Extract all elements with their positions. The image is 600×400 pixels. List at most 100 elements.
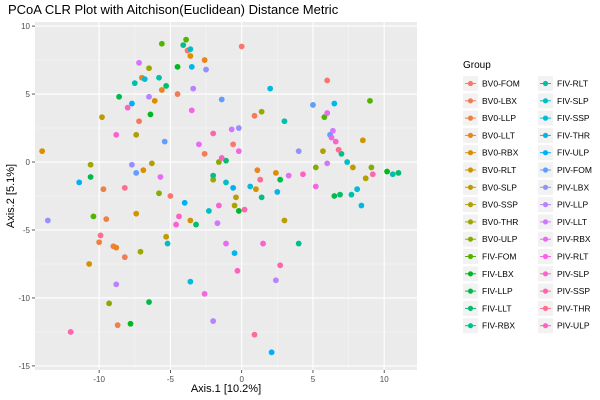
legend-label: FIV-FOM xyxy=(482,252,516,262)
data-point xyxy=(223,240,229,247)
data-point xyxy=(156,74,162,81)
data-point xyxy=(187,217,194,224)
y-tick-label: -5 xyxy=(23,226,31,235)
data-point xyxy=(161,138,168,145)
data-point xyxy=(277,176,284,183)
data-point xyxy=(215,159,222,165)
legend-label: PIV-SSP xyxy=(557,286,590,296)
data-point xyxy=(359,137,366,144)
data-point xyxy=(349,164,356,171)
legend-label: BV0-SSP xyxy=(482,200,518,210)
legend-label: BV0-RBX xyxy=(482,148,519,158)
data-point xyxy=(257,176,264,183)
data-point xyxy=(354,186,361,193)
data-point xyxy=(218,96,225,103)
data-point xyxy=(140,167,147,174)
data-point xyxy=(39,148,46,155)
x-tick-label: 5 xyxy=(311,375,316,384)
data-point xyxy=(190,85,197,92)
data-point xyxy=(103,216,110,223)
legend-label: PIV-FOM xyxy=(557,165,592,175)
data-point xyxy=(158,87,165,93)
data-point xyxy=(267,85,274,92)
data-point xyxy=(203,66,209,73)
legend-key-dot xyxy=(542,271,549,277)
data-point xyxy=(235,125,242,131)
data-point xyxy=(121,254,128,261)
legend-label: FIV-LLT xyxy=(482,303,512,313)
legend-label: PIV-LLP xyxy=(557,200,589,210)
legend-key-dot xyxy=(467,288,474,294)
data-point xyxy=(369,171,376,178)
data-point xyxy=(201,290,208,297)
data-point xyxy=(113,131,120,138)
data-point xyxy=(272,169,279,176)
data-point xyxy=(328,134,335,141)
data-point xyxy=(324,77,331,84)
legend-key-dot xyxy=(467,253,474,260)
data-point xyxy=(281,118,288,125)
data-point xyxy=(146,299,152,305)
data-point xyxy=(348,191,355,198)
legend-key-dot xyxy=(467,219,474,225)
data-point xyxy=(344,159,351,165)
data-point xyxy=(146,93,152,100)
data-point xyxy=(228,126,235,133)
legend-label: BV0-RLT xyxy=(482,165,516,175)
legend-key-dot xyxy=(542,115,549,121)
data-point xyxy=(158,40,165,47)
y-tick-label: 5 xyxy=(26,90,31,99)
data-point xyxy=(338,150,345,157)
data-point xyxy=(133,169,140,176)
data-point xyxy=(129,161,135,168)
data-point xyxy=(251,112,258,119)
data-point xyxy=(133,131,140,138)
data-points xyxy=(39,36,402,356)
data-point xyxy=(230,141,237,148)
data-point xyxy=(148,160,155,167)
data-point xyxy=(295,240,302,247)
data-point xyxy=(230,184,237,191)
data-point xyxy=(196,141,202,148)
data-point xyxy=(97,232,104,239)
data-point xyxy=(141,76,148,82)
data-point xyxy=(201,57,208,63)
data-point xyxy=(193,221,199,228)
legend-label: PIV-RBX xyxy=(557,234,591,244)
legend-label: BV0-LBX xyxy=(482,96,517,106)
data-point xyxy=(67,329,74,335)
data-point xyxy=(181,199,188,206)
data-point xyxy=(167,193,174,199)
data-point xyxy=(321,114,328,121)
legend-key-dot xyxy=(542,288,549,294)
data-point xyxy=(300,171,306,178)
x-tick-label: 10 xyxy=(380,375,389,384)
data-point xyxy=(362,175,369,182)
chart-title: PCoA CLR Plot with Aitchison(Euclidean) … xyxy=(8,2,339,17)
legend-label: BV0-LLP xyxy=(482,113,516,123)
legend-key-dot xyxy=(542,219,549,225)
data-point xyxy=(395,169,402,176)
data-point xyxy=(201,150,208,157)
data-point xyxy=(330,127,336,134)
data-point xyxy=(235,148,242,155)
data-point xyxy=(156,190,162,197)
data-point xyxy=(254,167,261,174)
legend-key-dot xyxy=(542,202,549,208)
data-point xyxy=(113,244,120,251)
legend-key-dot xyxy=(542,236,549,242)
data-point xyxy=(210,172,217,179)
data-point xyxy=(253,186,259,193)
legend-label: BV0-SLP xyxy=(482,182,517,192)
legend-key-dot xyxy=(542,98,549,104)
legend-key-dot xyxy=(467,80,474,87)
data-point xyxy=(272,277,279,284)
legend-key-dot xyxy=(467,98,474,104)
data-point xyxy=(210,318,217,324)
legend-key-dot xyxy=(542,323,549,329)
data-point xyxy=(114,322,121,329)
data-point xyxy=(358,202,365,209)
data-point xyxy=(331,193,338,199)
legend-key-dot xyxy=(542,150,549,156)
